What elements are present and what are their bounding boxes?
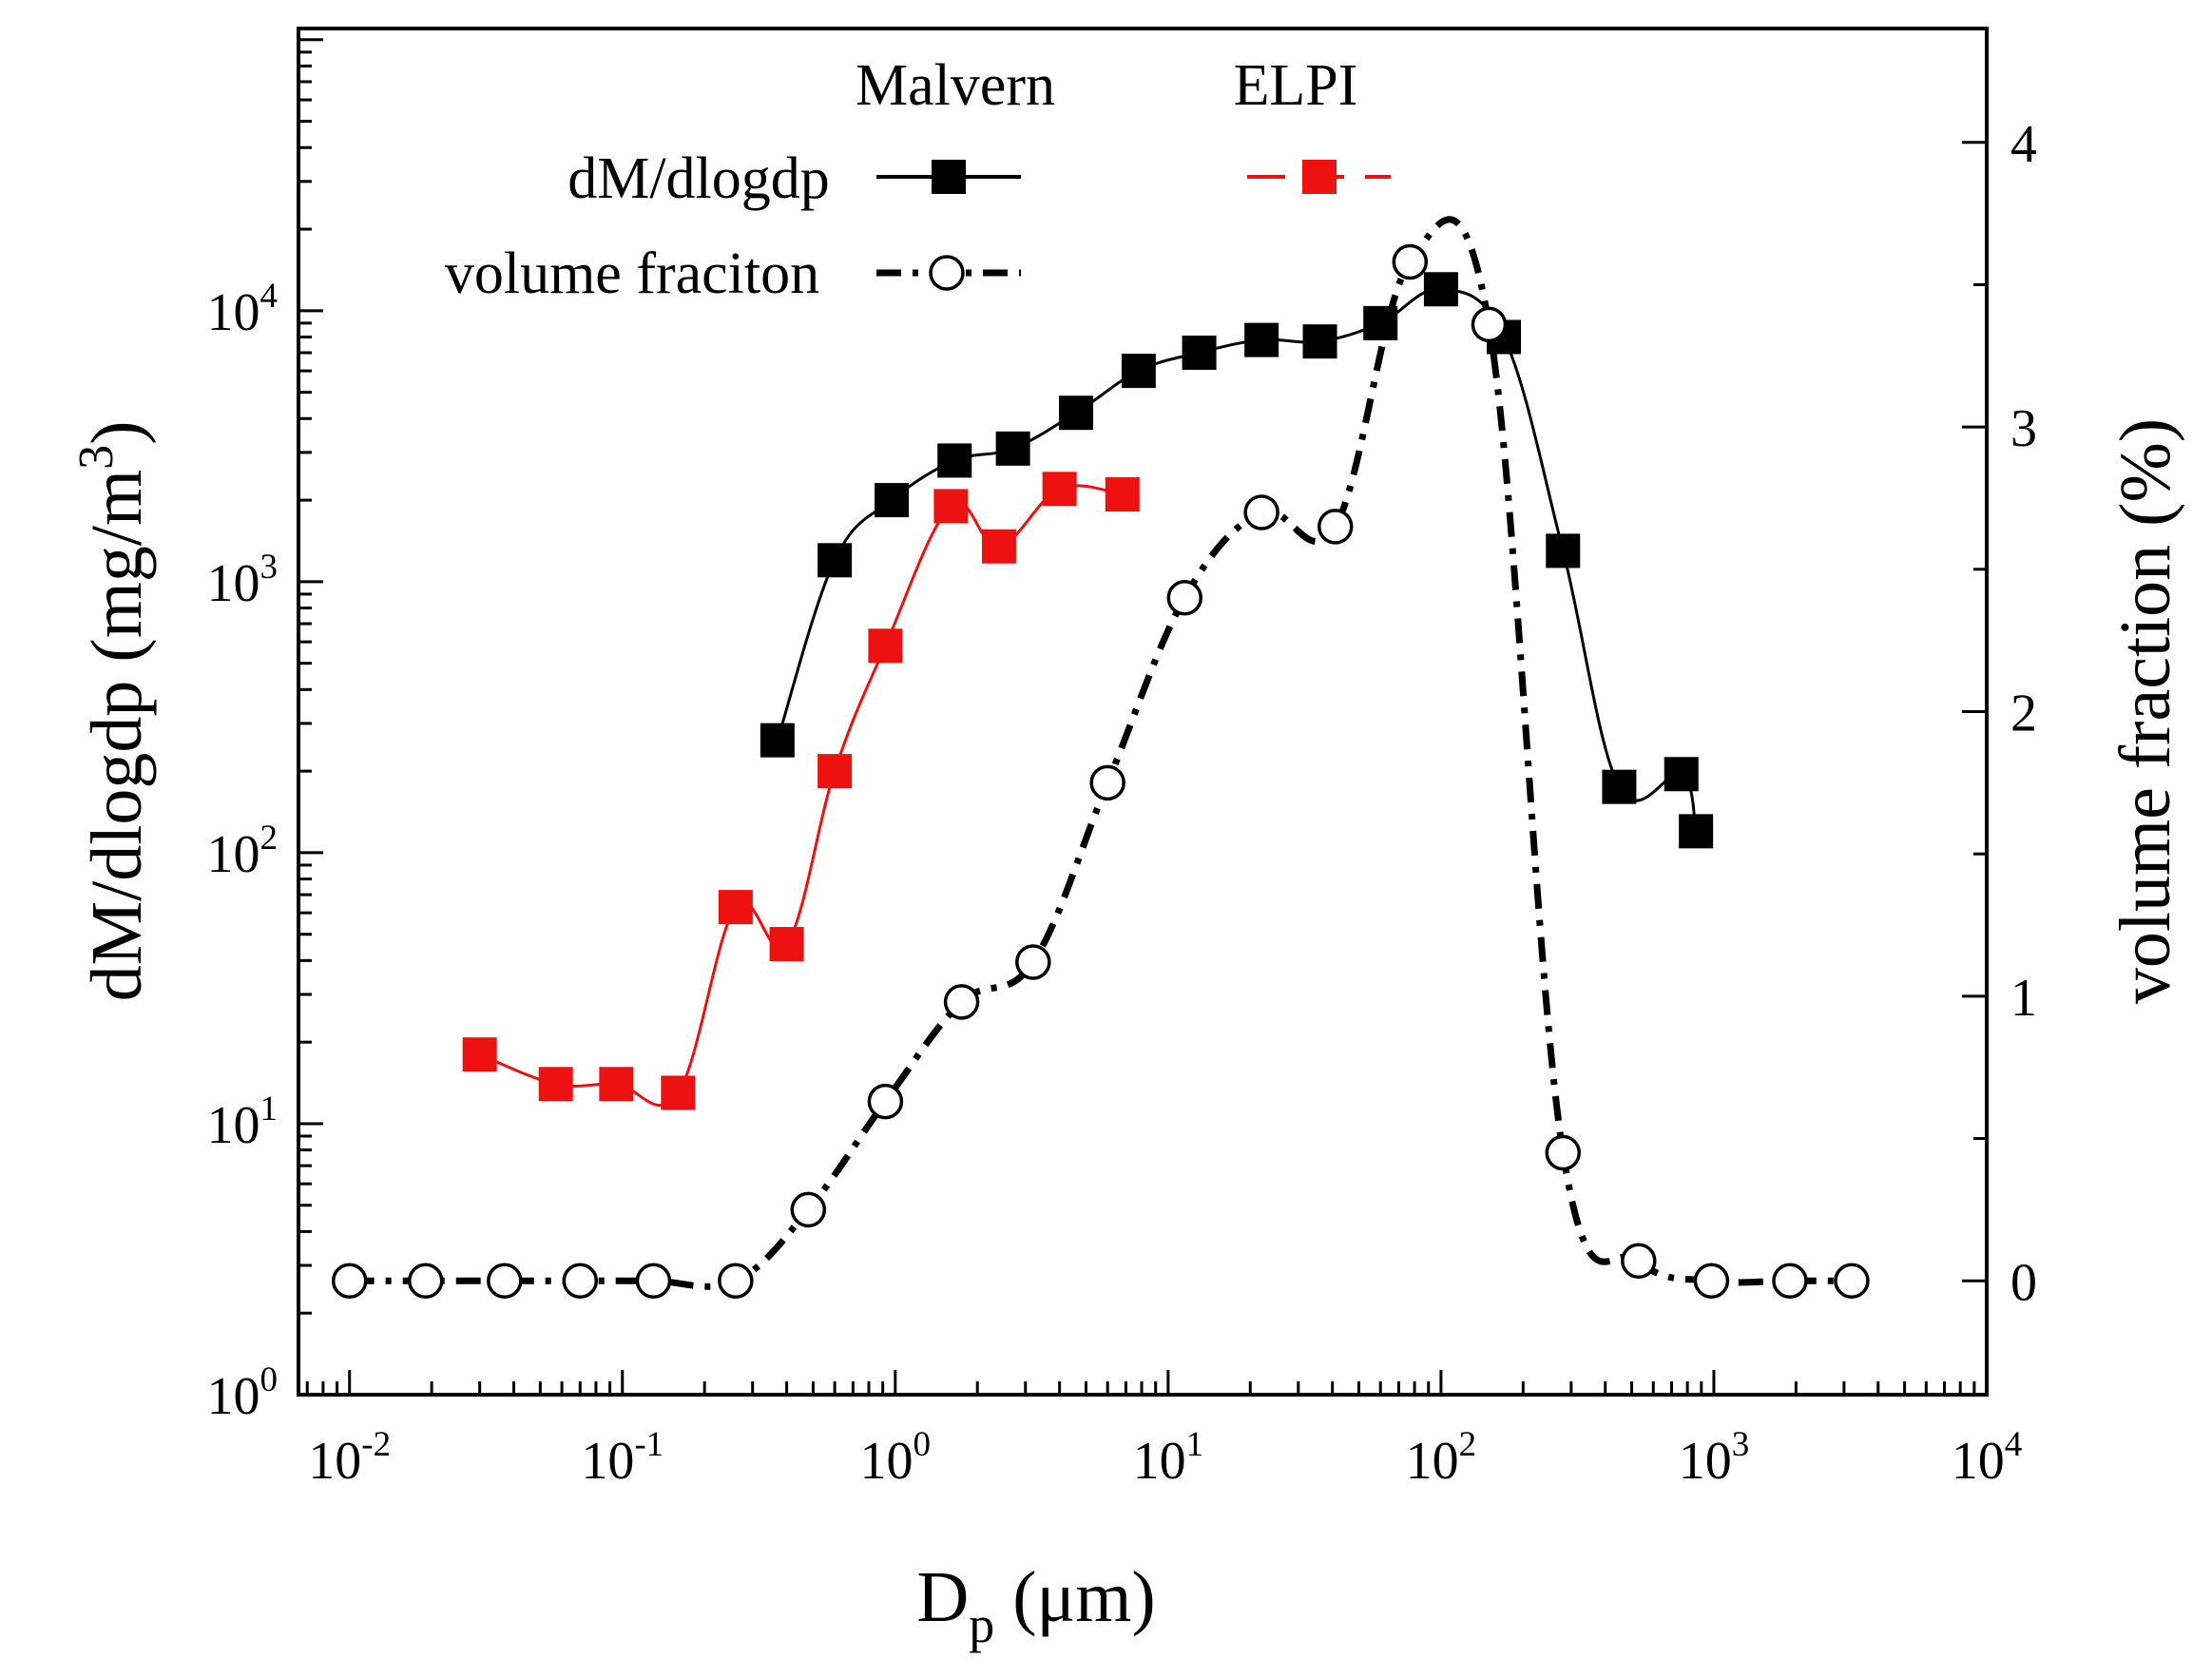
data-point-malvern-dm-dlogdp <box>875 483 910 518</box>
y-left-tick-label: 101 <box>207 1090 279 1155</box>
data-point-malvern-dm-dlogdp <box>937 443 972 478</box>
data-point-malvern-volume-fraction <box>1834 1263 1870 1299</box>
legend-label-dm-dlogdp: dM/dlogdp <box>567 146 830 211</box>
data-point-malvern-volume-fraction <box>718 1263 754 1299</box>
data-point-malvern-dm-dlogdp <box>1423 272 1458 307</box>
data-point-malvern-volume-fraction <box>1693 1263 1730 1299</box>
data-point-malvern-volume-fraction <box>1392 243 1429 280</box>
series-markers-layer <box>331 243 1870 1299</box>
data-point-malvern-dm-dlogdp <box>1059 395 1094 431</box>
legend-elpi-marker <box>1302 160 1337 194</box>
plot-frame <box>297 27 1989 1397</box>
legend: Malvern ELPI dM/dlogdp volume fraciton <box>445 53 1391 306</box>
y-left-axis-title: dM/dlogdp (mg/m3) <box>69 421 157 1002</box>
y-left-tick-label: 102 <box>207 819 279 884</box>
data-point-malvern-volume-fraction <box>331 1263 368 1299</box>
data-point-malvern-volume-fraction <box>867 1083 904 1120</box>
y-left-tick-label: 103 <box>207 548 279 613</box>
data-point-malvern-dm-dlogdp <box>1664 757 1699 792</box>
data-point-malvern-volume-fraction <box>562 1263 599 1299</box>
tick-layer <box>298 38 1989 1397</box>
legend-malvern-marker <box>932 160 966 194</box>
data-point-malvern-dm-dlogdp <box>995 431 1030 466</box>
legend-label-volume-fraction: volume fraciton <box>445 241 819 306</box>
data-point-malvern-dm-dlogdp <box>1244 322 1279 357</box>
x-tick-label: 103 <box>1679 1425 1750 1491</box>
data-point-malvern-dm-dlogdp <box>1121 354 1156 389</box>
series-line-malvern-dm-dlogdp <box>776 287 1698 832</box>
data-point-elpi-dm-dlogdp <box>817 754 853 789</box>
data-point-elpi-dm-dlogdp <box>462 1037 497 1072</box>
data-point-elpi-dm-dlogdp <box>718 890 753 925</box>
legend-volume-marker <box>929 255 965 291</box>
data-point-elpi-dm-dlogdp <box>538 1067 573 1102</box>
data-point-malvern-volume-fraction <box>790 1191 827 1228</box>
data-point-malvern-dm-dlogdp <box>1546 533 1581 569</box>
legend-header-malvern: Malvern <box>856 53 1055 118</box>
data-point-elpi-dm-dlogdp <box>599 1067 634 1102</box>
data-point-malvern-dm-dlogdp <box>1602 769 1637 804</box>
data-point-malvern-volume-fraction <box>1166 580 1203 616</box>
x-tick-label: 101 <box>1133 1425 1204 1491</box>
data-point-elpi-dm-dlogdp <box>1042 472 1077 507</box>
y-right-tick-label: 4 <box>2010 115 2037 174</box>
x-tick-label: 104 <box>1952 1425 2023 1491</box>
tick-labels-layer: 10-2 10-1 100 101 102 103 104 100 101 102 103 104 0 1… <box>207 115 2038 1491</box>
data-point-malvern-dm-dlogdp <box>1302 324 1337 359</box>
data-point-malvern-dm-dlogdp <box>1679 814 1714 849</box>
data-point-malvern-dm-dlogdp <box>1363 305 1398 340</box>
data-point-elpi-dm-dlogdp <box>868 628 903 664</box>
data-point-malvern-dm-dlogdp <box>1182 335 1217 370</box>
data-point-elpi-dm-dlogdp <box>1105 477 1140 512</box>
data-point-elpi-dm-dlogdp <box>933 489 969 524</box>
x-axis-title: Dp (μm) <box>916 1557 1155 1653</box>
data-point-malvern-dm-dlogdp <box>760 723 795 758</box>
x-tick-label: 10-1 <box>581 1425 664 1491</box>
y-right-axis-title: volume fraction (%) <box>2106 418 2185 1004</box>
data-point-malvern-volume-fraction <box>1243 494 1279 530</box>
data-point-malvern-volume-fraction <box>1621 1243 1657 1280</box>
y-left-tick-label: 104 <box>207 277 279 342</box>
data-point-malvern-volume-fraction <box>1318 509 1354 545</box>
data-point-malvern-dm-dlogdp <box>817 543 853 578</box>
y-left-tick-label: 100 <box>207 1360 279 1426</box>
data-point-malvern-volume-fraction <box>1015 944 1051 980</box>
y-right-tick-label: 3 <box>2010 399 2037 458</box>
y-right-tick-label: 1 <box>2010 969 2037 1028</box>
legend-header-elpi: ELPI <box>1234 53 1358 118</box>
data-point-elpi-dm-dlogdp <box>981 529 1016 564</box>
data-point-malvern-volume-fraction <box>487 1263 523 1299</box>
data-point-elpi-dm-dlogdp <box>661 1075 696 1110</box>
x-tick-label: 10-2 <box>308 1425 391 1491</box>
data-point-malvern-volume-fraction <box>407 1263 444 1299</box>
x-tick-label: 102 <box>1406 1425 1477 1491</box>
data-point-malvern-volume-fraction <box>635 1263 672 1299</box>
y-right-tick-label: 0 <box>2010 1253 2037 1312</box>
series-line-malvern-volume-fraction <box>349 216 1852 1290</box>
data-point-malvern-volume-fraction <box>1772 1263 1808 1299</box>
y-right-tick-label: 2 <box>2010 685 2037 743</box>
data-point-elpi-dm-dlogdp <box>769 927 804 962</box>
x-tick-label: 100 <box>860 1425 932 1491</box>
data-point-malvern-volume-fraction <box>1471 306 1508 343</box>
data-point-malvern-volume-fraction <box>1089 764 1125 801</box>
data-point-malvern-volume-fraction <box>943 984 980 1020</box>
data-point-malvern-volume-fraction <box>1545 1134 1582 1171</box>
